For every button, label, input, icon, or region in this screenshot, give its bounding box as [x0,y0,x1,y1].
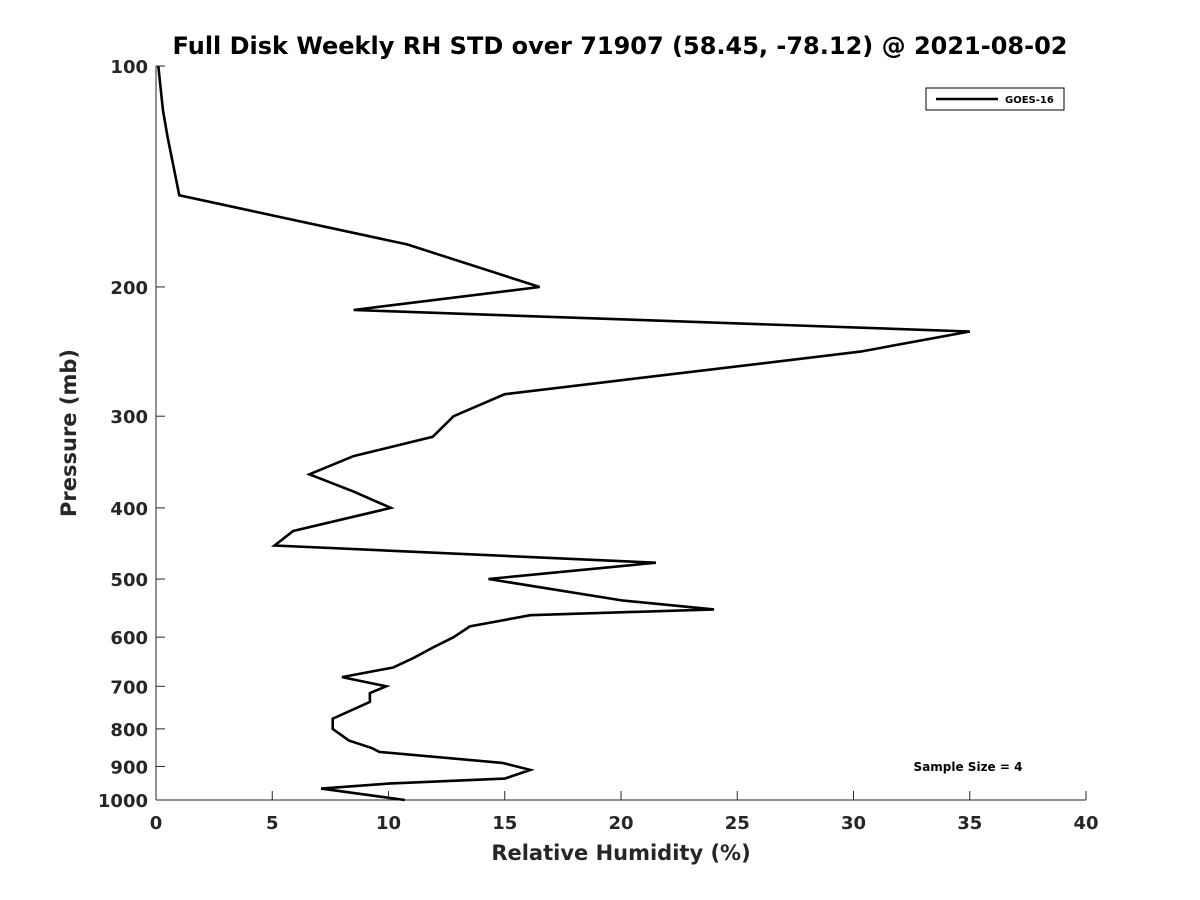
y-tick-label: 600 [110,628,148,649]
x-tick-label: 10 [376,813,401,834]
y-tick-label: 500 [110,570,148,591]
x-tick-label: 20 [608,813,633,834]
x-tick-label: 30 [841,813,866,834]
y-axis-ticks: 100 200 300 400 500 600 700 800 900 1000 [98,57,165,812]
axes [155,66,1086,801]
legend: GOES-16 [925,87,1065,111]
y-tick-label: 700 [110,677,148,698]
x-axis-label: Relative Humidity (%) [491,841,750,865]
x-tick-label: 35 [957,813,982,834]
y-tick-label: 200 [110,278,148,299]
sample-size-annotation: Sample Size = 4 [914,760,1023,774]
y-tick-label: 100 [110,57,148,78]
x-tick-label: 15 [492,813,517,834]
x-axis-ticks: 0 5 10 15 20 25 30 35 40 [150,791,1099,834]
legend-label-goes-16: GOES-16 [1005,95,1054,106]
y-tick-label: 1000 [98,791,148,812]
x-tick-label: 25 [725,813,750,834]
y-tick-label: 400 [110,499,148,520]
y-tick-label: 900 [110,757,148,778]
x-tick-label: 40 [1073,813,1098,834]
series-line-goes-16 [157,65,971,802]
y-tick-label: 300 [110,407,148,428]
y-axis-label: Pressure (mb) [57,349,81,517]
x-tick-label: 5 [266,813,279,834]
x-tick-label: 0 [150,813,163,834]
y-tick-label: 800 [110,720,148,741]
chart-title: Full Disk Weekly RH STD over 71907 (58.4… [173,32,1068,60]
